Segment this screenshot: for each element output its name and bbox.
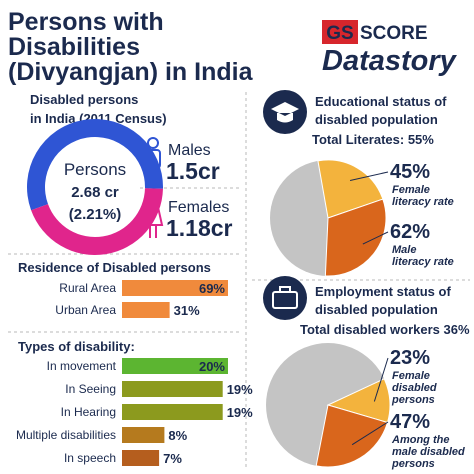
donut-segment: [31, 188, 163, 255]
bar: [122, 381, 223, 397]
pie-label: literacy rate: [392, 256, 454, 268]
pie-total: Total disabled workers 36%: [300, 322, 470, 337]
bar-label: Rural Area: [59, 281, 116, 295]
pie-label: male disabled: [392, 446, 465, 458]
title: Disabilities: [8, 33, 140, 61]
section-title: Types of disability:: [18, 339, 135, 354]
pie-label: Among the: [391, 434, 449, 446]
bar-label: In speech: [64, 451, 116, 465]
pie-heading: Educational status of: [315, 94, 447, 109]
pie-value: 47%: [390, 411, 430, 433]
group-name: Males: [168, 142, 211, 159]
bar: [122, 427, 165, 443]
bar: [122, 302, 170, 318]
bar-value: 19%: [227, 382, 253, 397]
bar-value: 31%: [174, 303, 200, 318]
logo-brand: SCORE: [360, 23, 428, 44]
bar-label: Urban Area: [55, 303, 116, 317]
pie-label: disabled: [392, 382, 437, 394]
donut-center: Persons: [64, 160, 126, 179]
pie-label: Female: [392, 370, 430, 382]
pie-label: literacy rate: [392, 196, 454, 208]
pie-label: Female: [392, 184, 430, 196]
pie-heading: disabled population: [315, 112, 438, 127]
bar-value: 7%: [163, 451, 182, 466]
pie-heading: Employment status of: [315, 284, 451, 299]
census-heading: Disabled persons: [30, 92, 138, 107]
pointer: [351, 421, 389, 446]
title: Persons with: [8, 8, 164, 36]
donut-center: (2.21%): [69, 206, 122, 223]
group-name: Females: [168, 199, 229, 216]
pie-label: persons: [391, 394, 435, 406]
section-title: Residence of Disabled persons: [18, 260, 211, 275]
bar-label: In movement: [47, 359, 117, 373]
education-icon: [271, 102, 299, 123]
pointer: [373, 357, 389, 402]
census-heading: in India (2011 Census): [30, 111, 167, 126]
bar-value: 8%: [168, 428, 187, 443]
pie-heading: disabled population: [315, 302, 438, 317]
employment-icon: [279, 286, 291, 293]
donut-segment: [26, 118, 164, 211]
bar: [122, 358, 228, 374]
logo-badge-text: GS: [326, 23, 353, 44]
bar-label: In Seeing: [65, 382, 116, 396]
pie-value: 62%: [390, 221, 430, 243]
pie-label: Male: [392, 244, 416, 256]
pie-slice: [324, 198, 387, 277]
donut-center: 2.68 cr: [71, 184, 119, 201]
pie-slice: [317, 159, 384, 219]
pointer: [362, 231, 389, 245]
employment-icon: [263, 276, 307, 320]
bar-value: 20%: [199, 359, 225, 374]
logo-name: Datastory: [322, 45, 458, 77]
bar-value: 19%: [227, 405, 253, 420]
bar: [122, 404, 223, 420]
bar: [122, 280, 228, 296]
pointer: [349, 171, 389, 182]
bar: [122, 450, 160, 466]
pie-value: 23%: [390, 347, 430, 369]
bar-value: 69%: [199, 281, 225, 296]
group-value: 1.18cr: [166, 215, 233, 241]
title: (Divyangjan) in India: [8, 58, 254, 86]
pie-value: 45%: [390, 161, 430, 183]
group-value: 1.5cr: [166, 158, 220, 184]
pie-slice: [315, 404, 389, 468]
bar-label: In Hearing: [61, 405, 116, 419]
bar-label: Multiple disabilities: [16, 428, 116, 442]
pie-total: Total Literates: 55%: [312, 132, 434, 147]
pie-label: persons: [391, 458, 435, 470]
logo-badge: [322, 20, 358, 44]
